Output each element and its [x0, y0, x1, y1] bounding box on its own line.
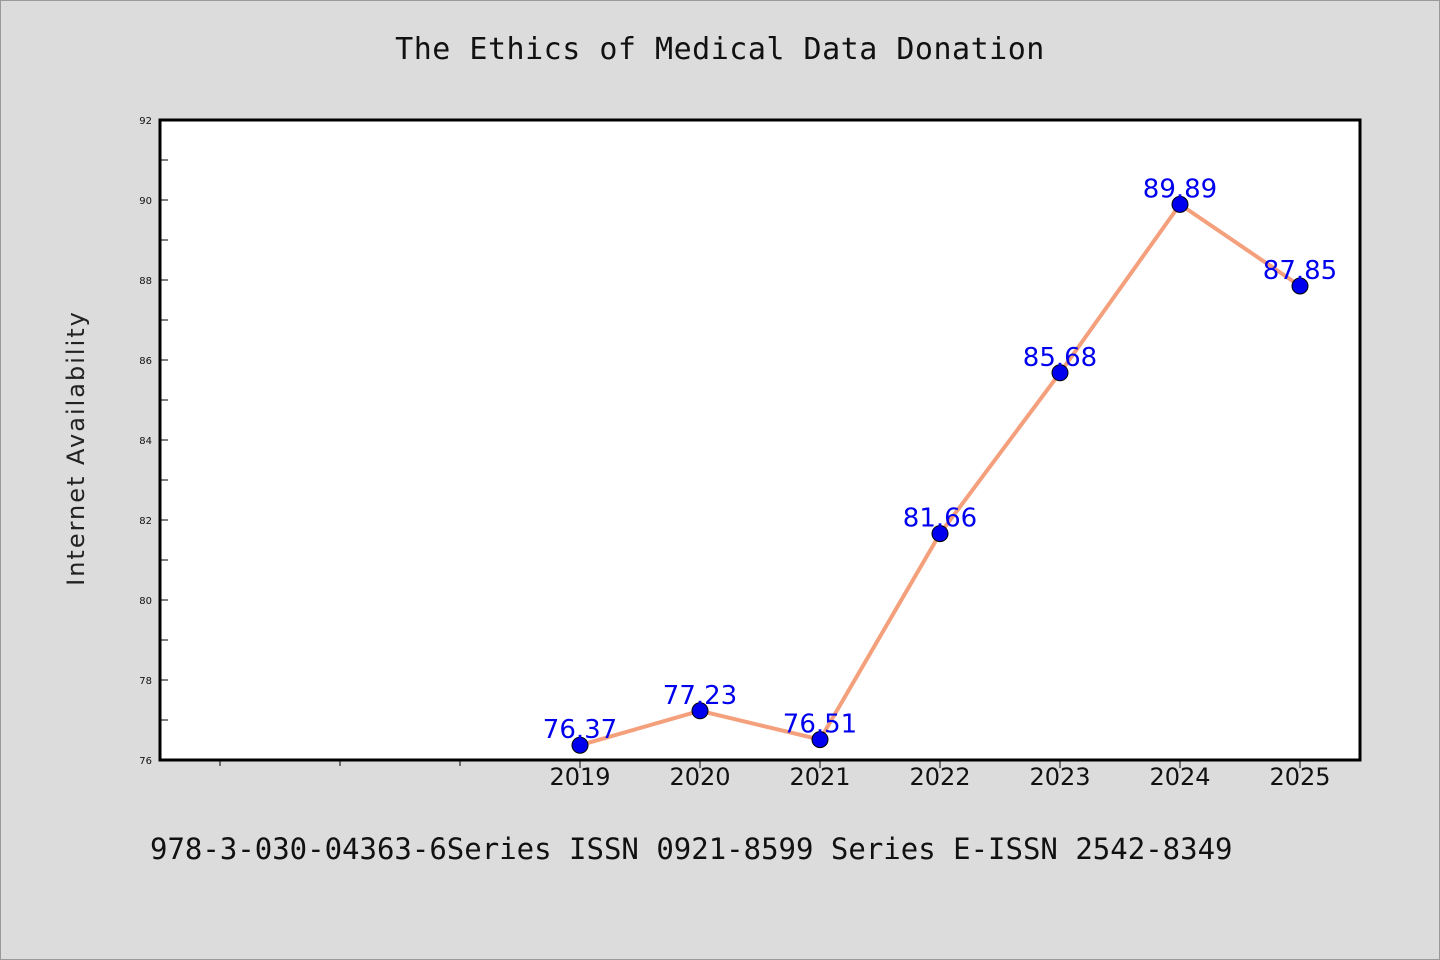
data-point	[571, 736, 589, 754]
data-point	[691, 702, 709, 720]
footer-text: 978-3-030-04363-6Series ISSN 0921-8599 S…	[150, 832, 1233, 866]
x-tick-label: 2024	[1149, 763, 1210, 791]
plot-area	[160, 120, 1360, 760]
series-layer: 76.37 77.23 76.51 81.66 85.68 89.89 87.85	[543, 174, 1337, 754]
data-point	[1051, 364, 1069, 382]
x-tick-label: 2021	[789, 763, 850, 791]
y-tick-label: 92	[139, 116, 152, 127]
y-tick-label: 86	[139, 356, 152, 367]
y-tick-label: 88	[139, 276, 152, 287]
plot-border	[158, 118, 1362, 762]
y-tick-label: 82	[139, 516, 152, 527]
y-tick-label: 84	[139, 436, 152, 447]
x-tick-label: 2019	[549, 763, 610, 791]
x-tick-label: 2025	[1269, 763, 1330, 791]
data-point	[931, 525, 949, 543]
data-label: 89.89	[1143, 174, 1217, 204]
chart-title: The Ethics of Medical Data Donation	[395, 32, 1045, 67]
data-label: 81.66	[903, 504, 977, 534]
data-point	[811, 731, 829, 749]
y-tick-label: 78	[139, 676, 152, 687]
data-point	[1291, 277, 1309, 295]
y-tick-label: 80	[139, 596, 152, 607]
data-label: 76.51	[783, 710, 857, 740]
y-tick-label: 76	[139, 756, 152, 767]
x-axis: 2019 2020 2021 2022 2023 2024 2025	[219, 760, 1331, 791]
x-tick-label: 2023	[1029, 763, 1090, 791]
data-label: 85.68	[1023, 343, 1097, 373]
data-label: 77.23	[663, 681, 737, 711]
data-label: 87.85	[1263, 256, 1337, 286]
x-tick-label: 2020	[669, 763, 730, 791]
data-label: 76.37	[543, 715, 617, 745]
x-tick-label: 2022	[909, 763, 970, 791]
y-tick-label: 90	[139, 196, 152, 207]
data-point	[1171, 195, 1189, 213]
